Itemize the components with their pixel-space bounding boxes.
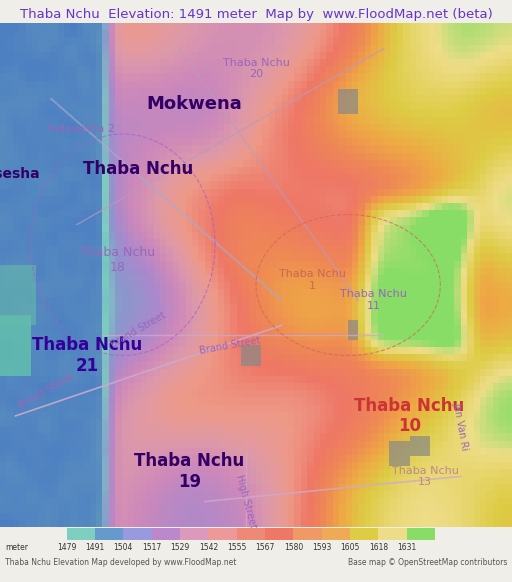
Text: 1631: 1631 <box>397 544 416 552</box>
Text: High Street: High Street <box>234 474 258 530</box>
Text: meter: meter <box>5 544 28 552</box>
Bar <box>152 528 180 540</box>
Text: 1529: 1529 <box>170 544 189 552</box>
Text: Thaba Nchu: Thaba Nchu <box>83 160 194 178</box>
Text: Base map © OpenStreetMap contributors: Base map © OpenStreetMap contributors <box>348 558 507 567</box>
Polygon shape <box>0 265 36 325</box>
Text: Thaba Nchu
10: Thaba Nchu 10 <box>354 396 465 435</box>
Text: 1555: 1555 <box>227 544 246 552</box>
Text: 1517: 1517 <box>142 544 161 552</box>
Text: Jan Van Ri: Jan Van Ri <box>452 401 470 451</box>
Text: Thaba Nchu Elevation Map developed by www.FloodMap.net: Thaba Nchu Elevation Map developed by ww… <box>5 558 237 567</box>
Bar <box>180 528 208 540</box>
Text: Thaba Nchu
1: Thaba Nchu 1 <box>279 269 346 291</box>
Bar <box>322 528 350 540</box>
Text: Brand Street: Brand Street <box>199 335 262 356</box>
Text: 1605: 1605 <box>340 544 360 552</box>
Text: Thaba Nchu
11: Thaba Nchu 11 <box>340 289 407 311</box>
Text: Mokwena: Mokwena <box>146 95 243 113</box>
Text: losesha: losesha <box>0 167 40 182</box>
Bar <box>410 436 430 456</box>
Bar <box>348 320 358 340</box>
Text: 1580: 1580 <box>284 544 303 552</box>
Polygon shape <box>0 315 31 376</box>
Bar <box>237 528 265 540</box>
Bar <box>350 528 378 540</box>
Bar <box>265 528 293 540</box>
Text: Brand Street: Brand Street <box>109 311 167 350</box>
Bar <box>378 528 407 540</box>
Bar <box>123 528 152 540</box>
Bar <box>293 528 322 540</box>
Text: 1504: 1504 <box>114 544 133 552</box>
Bar <box>389 441 410 466</box>
Bar <box>95 528 123 540</box>
Bar <box>338 88 358 114</box>
Bar <box>67 528 95 540</box>
Bar <box>241 346 261 365</box>
Polygon shape <box>0 23 102 527</box>
Text: 1593: 1593 <box>312 544 331 552</box>
Text: Selosesha 2: Selosesha 2 <box>49 124 115 134</box>
Text: 1491: 1491 <box>86 544 104 552</box>
Text: 1567: 1567 <box>255 544 275 552</box>
Text: 1542: 1542 <box>199 544 218 552</box>
Text: Thaba Nchu
18: Thaba Nchu 18 <box>80 246 155 274</box>
Text: Thaba Nchu
20: Thaba Nchu 20 <box>223 58 289 79</box>
Bar <box>407 528 435 540</box>
Text: Brand Street: Brand Street <box>17 371 75 410</box>
Bar <box>208 528 237 540</box>
Text: 1618: 1618 <box>369 544 388 552</box>
Text: Thaba Nchu
21: Thaba Nchu 21 <box>32 336 142 375</box>
Text: Thaba Nchu
13: Thaba Nchu 13 <box>392 466 458 487</box>
Text: Thaba Nchu
19: Thaba Nchu 19 <box>134 452 245 491</box>
Text: Thaba Nchu  Elevation: 1491 meter  Map by  www.FloodMap.net (beta): Thaba Nchu Elevation: 1491 meter Map by … <box>19 8 493 21</box>
Text: 1479: 1479 <box>57 544 76 552</box>
